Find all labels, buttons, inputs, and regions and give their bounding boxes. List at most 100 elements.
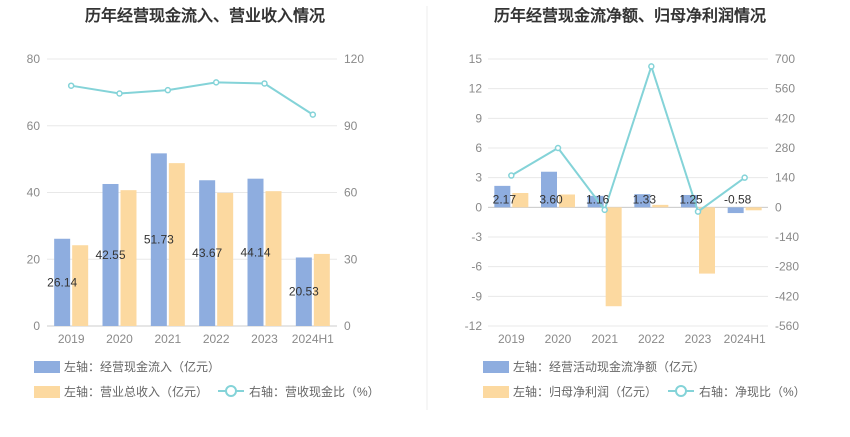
chart-title: 历年经营现金流净额、归母净利润情况	[494, 6, 766, 25]
bar-net-profit	[512, 192, 529, 208]
data-label: 20.53	[289, 285, 319, 299]
line-point	[648, 63, 655, 70]
y-tick-right: 90	[344, 119, 358, 133]
bar-net-cashflow	[634, 194, 651, 208]
bar-net-profit	[745, 207, 762, 211]
y-tick-left: 60	[27, 119, 41, 133]
x-tick: 2020	[106, 332, 133, 346]
line-point	[164, 86, 172, 94]
x-tick: 2024H1	[724, 332, 766, 346]
y-tick-left: -6	[471, 260, 482, 274]
legend-swatch-marker	[675, 385, 687, 397]
bar-cash-inflow	[102, 183, 119, 326]
legend-swatch-bar	[34, 361, 60, 373]
legend-item-cash-ratio[interactable]: 右轴：营收现金比（%）	[218, 384, 380, 399]
y-tick-left: 0	[475, 200, 482, 214]
legend: 左轴：经营现金流入（亿元） 左轴：营业总收入（亿元） 右轴：营收现金比（%）	[34, 359, 380, 399]
bar-cash-inflow	[247, 178, 264, 326]
legend-label: 右轴：营收现金比（%）	[249, 384, 380, 399]
bar-cash-inflow	[295, 257, 312, 326]
y-tick-left: 80	[27, 52, 41, 66]
bar-revenue	[313, 253, 330, 326]
legend-item-revenue[interactable]: 左轴：营业总收入（亿元）	[34, 384, 208, 399]
chart-cashflow-inflow-revenue: 历年经营现金流入、营业收入情况 26.14 42.55 51.73 43.67 44.1…	[27, 6, 380, 399]
x-tick: 2023	[685, 332, 712, 346]
y-tick-right: 420	[775, 111, 795, 125]
legend-label: 左轴：归母净利润（亿元）	[513, 384, 657, 399]
y-tick-left: 12	[469, 82, 483, 96]
x-tick: 2020	[545, 332, 572, 346]
bar-net-cashflow	[541, 171, 557, 208]
y-tick-left: -9	[471, 289, 482, 303]
data-label: 51.73	[144, 233, 174, 247]
x-tick: 2024H1	[292, 332, 334, 346]
line-point	[554, 144, 562, 152]
y-tick-right: 140	[775, 171, 795, 185]
y-tick-right: 700	[775, 52, 795, 66]
line-point	[508, 172, 515, 179]
data-label: 26.14	[47, 275, 77, 289]
x-tick: 2021	[591, 332, 618, 346]
bar-revenue	[265, 191, 282, 326]
bar-net-profit	[699, 207, 715, 274]
y-tick-right: 60	[344, 186, 358, 200]
y-tick-right: 30	[344, 252, 358, 266]
line-point	[601, 206, 608, 214]
y-tick-left: 0	[33, 319, 40, 333]
legend-item-cash-inflow[interactable]: 左轴：经营现金流入（亿元）	[34, 359, 220, 374]
y-tick-left: 3	[475, 171, 482, 185]
x-tick: 2021	[154, 332, 181, 346]
line-point	[694, 208, 702, 215]
y-tick-left: 9	[475, 111, 482, 125]
legend-item-net-cashflow[interactable]: 左轴：经营活动现金流净额（亿元）	[483, 359, 705, 374]
data-label: 42.55	[95, 248, 125, 262]
bar-net-profit	[652, 204, 669, 208]
legend-item-net-profit[interactable]: 左轴：归母净利润（亿元）	[483, 384, 657, 399]
bar-revenue	[72, 245, 89, 326]
legend-item-net-cash-ratio[interactable]: 右轴：净现比（%）	[668, 384, 806, 399]
legend: 左轴：经营活动现金流净额（亿元） 左轴：归母净利润（亿元） 右轴：净现比（%）	[483, 359, 806, 399]
y-tick-right: 280	[775, 141, 795, 155]
data-label: 1.33	[633, 192, 657, 206]
y-tick-left: 20	[27, 252, 41, 266]
bar-cash-inflow	[199, 180, 216, 326]
legend-swatch-bar	[483, 386, 509, 398]
y-tick-right: -280	[775, 260, 799, 274]
data-label: 3.60	[539, 192, 563, 206]
bar-revenue	[168, 163, 185, 326]
bar-cash-inflow	[54, 238, 71, 326]
data-label: 43.67	[192, 246, 222, 260]
y-tick-left: 6	[475, 141, 482, 155]
data-label: -0.58	[724, 192, 752, 206]
line-point	[116, 90, 123, 97]
y-tick-left: -3	[471, 230, 482, 244]
bar-net-cashflow	[494, 185, 511, 208]
y-tick-right: -560	[775, 319, 799, 333]
line-point	[212, 79, 220, 86]
data-label: 2.17	[493, 192, 517, 206]
legend-swatch-bar	[34, 386, 60, 398]
bar-cash-inflow	[150, 153, 167, 326]
y-tick-left: 40	[27, 186, 41, 200]
bar-net-profit	[605, 207, 622, 307]
y-tick-left: -12	[465, 319, 483, 333]
x-tick: 2019	[58, 332, 85, 346]
legend-label: 左轴：经营活动现金流净额（亿元）	[513, 359, 705, 374]
line-point	[261, 80, 268, 87]
y-tick-right: 0	[775, 200, 782, 214]
line-point	[67, 82, 75, 89]
chart-title: 历年经营现金流入、营业收入情况	[85, 6, 325, 25]
data-label: 1.25	[679, 192, 703, 206]
y-tick-right: 120	[344, 52, 364, 66]
y-tick-right: -140	[775, 230, 799, 244]
y-tick-right: -420	[775, 289, 799, 303]
legend-label: 右轴：净现比（%）	[699, 384, 806, 399]
legend-label: 左轴：营业总收入（亿元）	[64, 384, 208, 399]
line-point	[741, 174, 748, 181]
legend-label: 左轴：经营现金流入（亿元）	[64, 359, 220, 374]
chart-net-cashflow-profit: 历年经营现金流净额、归母净利润情况 2.17 3.60 1.16 1.33 1.25 -0…	[465, 6, 806, 399]
bar-net-cashflow	[727, 207, 744, 214]
data-label: 1.16	[586, 192, 610, 206]
y-tick-right: 560	[775, 82, 795, 96]
